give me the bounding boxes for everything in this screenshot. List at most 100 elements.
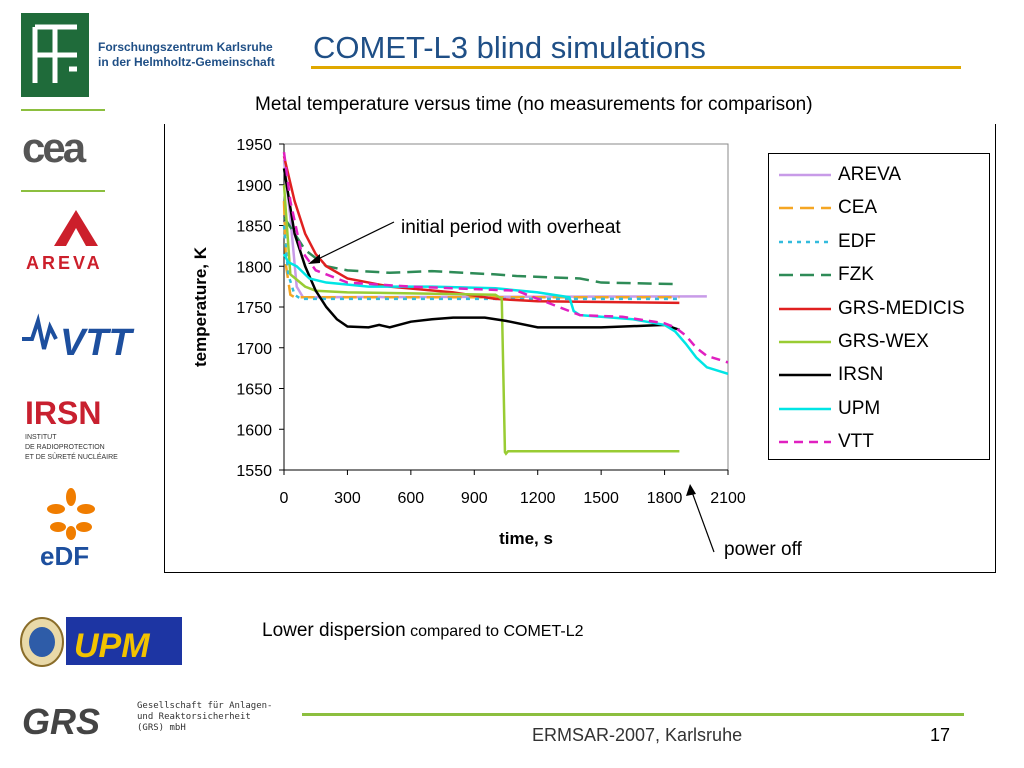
areva-logo-icon: AREVA — [26, 210, 103, 273]
y-tick-label: 1550 — [236, 463, 272, 480]
institute-name: Forschungszentrum Karlsruhe in der Helmh… — [98, 40, 275, 70]
legend-label: IRSN — [838, 364, 884, 386]
x-tick-label: 600 — [398, 490, 425, 507]
legend-item: GRS-MEDICIS — [779, 294, 965, 324]
grs-logo-text: GRS — [22, 702, 100, 740]
fzk-logo — [21, 13, 89, 97]
legend-item: CEA — [779, 193, 877, 223]
legend-item: EDF — [779, 227, 876, 257]
page-number: 17 — [930, 725, 951, 745]
cea-logo: cea — [22, 124, 108, 171]
upm-logo-text: UPM — [74, 627, 150, 665]
institute-line1: Forschungszentrum Karlsruhe — [98, 40, 273, 54]
institute-line2: in der Helmholtz-Gemeinschaft — [98, 55, 275, 69]
legend-swatch — [779, 340, 831, 344]
series-line-grs-wex — [282, 184, 680, 456]
annotation-arrow-power-off — [691, 491, 715, 553]
x-tick-label: 1200 — [520, 490, 556, 507]
arrowhead — [308, 254, 320, 264]
legend-item: AREVA — [779, 160, 901, 190]
chart-subtitle: Metal temperature versus time (no measur… — [255, 94, 813, 115]
legend-swatch — [779, 207, 831, 210]
legend-item: GRS-WEX — [779, 327, 929, 357]
annotation-initial-overheat: initial period with overheat — [401, 217, 621, 238]
legend-label: GRS-MEDICIS — [838, 297, 965, 319]
conclusion-detail: compared to COMET-L2 — [405, 623, 584, 640]
y-tick-label: 1850 — [236, 219, 272, 236]
arrowhead — [686, 484, 696, 496]
areva-logo-text: AREVA — [26, 253, 103, 272]
x-axis-label: time, s — [499, 529, 553, 548]
annotation-arrow-overheat — [313, 221, 395, 262]
irsn-sub-1: INSTITUT — [25, 434, 57, 441]
edf-logo-icon: eDF — [40, 488, 95, 571]
series-line-upm — [282, 253, 729, 376]
legend-label: FZK — [838, 264, 874, 286]
grs-line2: und Reaktorsicherheit — [137, 712, 251, 722]
y-tick-label: 1750 — [236, 300, 272, 317]
grs-name: Gesellschaft für Anlagen- und Reaktorsic… — [137, 701, 272, 734]
legend-label: CEA — [838, 197, 878, 219]
temperature-chart: 1550 1600 1650 1700 1750 1800 1850 1900 1950 0 300… — [191, 137, 803, 560]
legend-swatch — [779, 240, 831, 244]
edf-logo-text: eDF — [40, 541, 89, 569]
plot-area — [283, 143, 729, 471]
y-tick-label: 1800 — [236, 259, 272, 276]
legend-swatch — [779, 307, 831, 310]
x-tick-label: 1800 — [647, 490, 683, 507]
conclusion-main: Lower dispersion — [262, 620, 406, 641]
annotation-power-off: power off — [724, 539, 803, 560]
y-tick-label: 1650 — [236, 382, 272, 399]
irsn-sub-2: DE RADIOPROTECTION — [25, 444, 105, 451]
x-tick-label: 300 — [334, 490, 361, 507]
x-tick-label: 2100 — [710, 490, 746, 507]
legend-swatch — [779, 440, 831, 444]
series-line-grs-medicis — [282, 155, 680, 305]
grs-line1: Gesellschaft für Anlagen- — [137, 701, 273, 711]
series-line-irsn — [282, 168, 680, 332]
y-axis-label: temperature, K — [191, 246, 210, 367]
logo-divider — [21, 190, 105, 192]
y-tick-label: 1600 — [236, 422, 272, 439]
upm-seal — [20, 617, 64, 667]
legend-label: EDF — [838, 230, 876, 252]
legend-swatch — [779, 273, 831, 277]
grs-logo-icon: GRS — [22, 701, 100, 742]
x-tick-label: 0 — [280, 490, 289, 507]
series-line-vtt — [282, 151, 729, 364]
chart-legend: AREVA CEA EDF FZK GRS-MEDICIS GRS-WEX IRSN UPM V… — [768, 153, 990, 460]
grs-logo: GRS — [22, 701, 114, 742]
svg-text:cea: cea — [22, 128, 87, 170]
legend-swatch — [779, 407, 831, 411]
fzk-logo-icon — [21, 13, 89, 97]
cea-logo-icon: cea — [22, 124, 90, 171]
x-tick-label: 1500 — [583, 490, 619, 507]
irsn-sub-3: ET DE SÛRETÉ NUCLÉAIRE — [25, 452, 118, 461]
x-tick-label: 900 — [461, 490, 488, 507]
edf-logo: eDF — [36, 487, 106, 571]
footer-rule — [302, 713, 964, 716]
series-line-fzk — [282, 216, 680, 286]
upm-logo: UPM — [66, 617, 182, 665]
vtt-logo: VTT — [20, 313, 148, 364]
chart-frame — [164, 124, 996, 573]
y-tick-label: 1700 — [236, 341, 272, 358]
legend-swatch — [779, 374, 831, 377]
areva-logo: AREVA — [24, 206, 128, 273]
y-tick-label: 1950 — [236, 137, 272, 154]
legend-label: AREVA — [838, 164, 902, 185]
legend-label: GRS-WEX — [838, 331, 929, 352]
irsn-logo-icon: IRSN INSTITUT DE RADIOPROTECTION ET DE S… — [25, 395, 118, 461]
upm-logo-icon: UPM — [74, 627, 150, 665]
legend-swatch — [779, 173, 831, 177]
legend-label: UPM — [838, 397, 881, 419]
logo-divider — [21, 109, 105, 111]
vtt-logo-icon: VTT — [22, 313, 135, 364]
irsn-logo-text: IRSN — [25, 395, 101, 431]
vtt-logo-text: VTT — [60, 322, 135, 359]
title-rule — [311, 66, 961, 69]
irsn-logo: IRSN INSTITUT DE RADIOPROTECTION ET DE S… — [25, 394, 129, 466]
legend-item: IRSN — [779, 360, 883, 390]
university-seal-icon — [20, 617, 64, 667]
grs-line3: (GRS) mbH — [137, 723, 186, 733]
